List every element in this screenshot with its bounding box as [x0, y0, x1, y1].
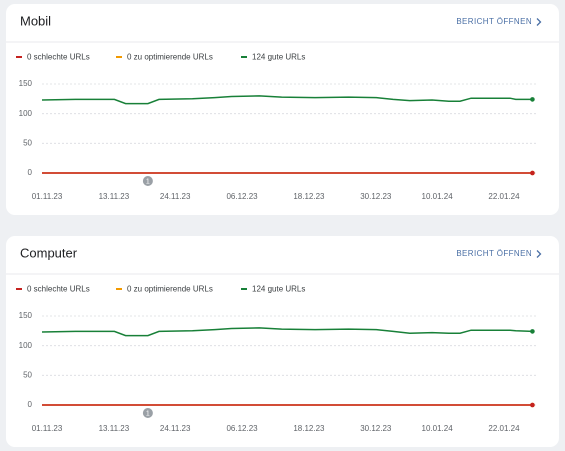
end-point [530, 402, 535, 408]
x-tick-label: 06.12.23 [226, 424, 258, 433]
y-tick-label: 150 [19, 311, 33, 320]
annotation-marker[interactable] [142, 408, 153, 418]
y-tick-label: 100 [19, 341, 33, 350]
card-title: Computer [20, 245, 78, 260]
y-tick-label: 0 [28, 168, 33, 177]
x-tick-label: 13.11.23 [99, 192, 130, 201]
y-tick-label: 100 [19, 109, 33, 118]
y-tick-label: 150 [19, 79, 33, 88]
x-tick-label: 01.11.23 [32, 192, 63, 201]
report-card: Mobil BERICHT ÖFFNEN 0 schlechte URLs 0 zu … [6, 4, 559, 215]
x-tick-label: 24.11.23 [160, 192, 191, 201]
x-tick-label: 10.01.24 [422, 424, 454, 433]
x-tick-label: 30.12.23 [360, 424, 392, 433]
x-tick-label: 10.01.24 [422, 192, 454, 201]
y-tick-label: 0 [28, 400, 33, 409]
chevron-icon[interactable] [536, 250, 542, 258]
annotation-label: 1 [146, 410, 150, 417]
legend-label: 0 schlechte URLs [27, 285, 90, 294]
card-title: Mobil [20, 13, 51, 28]
x-tick-label: 18.12.23 [293, 192, 325, 201]
y-tick-label: 50 [23, 370, 32, 379]
open-report-link[interactable]: BERICHT ÖFFNEN [456, 17, 532, 26]
x-tick-label: 22.01.24 [488, 192, 520, 201]
chevron-icon[interactable] [536, 18, 542, 26]
legend-label: 124 gute URLs [252, 53, 305, 62]
x-tick-label: 24.11.23 [160, 424, 191, 433]
x-tick-label: 22.01.24 [488, 424, 520, 433]
x-tick-label: 30.12.23 [360, 192, 392, 201]
end-point [530, 97, 535, 102]
x-tick-label: 01.11.23 [32, 424, 63, 433]
end-point [530, 170, 535, 176]
card-background [6, 4, 559, 215]
report-card: Computer BERICHT ÖFFNEN 0 schlechte URLs 0 … [6, 236, 559, 447]
card-background [6, 236, 559, 447]
x-tick-label: 06.12.23 [226, 192, 258, 201]
legend-label: 0 zu optimierende URLs [127, 285, 213, 294]
series-line [41, 327, 533, 337]
annotation-label: 1 [146, 178, 150, 185]
legend-label: 0 zu optimierende URLs [127, 53, 213, 62]
open-report-link[interactable]: BERICHT ÖFFNEN [456, 249, 532, 258]
x-tick-label: 13.11.23 [99, 424, 130, 433]
annotation-marker[interactable] [142, 176, 153, 186]
legend-label: 0 schlechte URLs [27, 53, 90, 62]
y-tick-label: 50 [23, 138, 32, 147]
legend-label: 124 gute URLs [252, 285, 305, 294]
series-line [41, 95, 533, 105]
x-tick-label: 18.12.23 [293, 424, 325, 433]
end-point [530, 329, 535, 334]
